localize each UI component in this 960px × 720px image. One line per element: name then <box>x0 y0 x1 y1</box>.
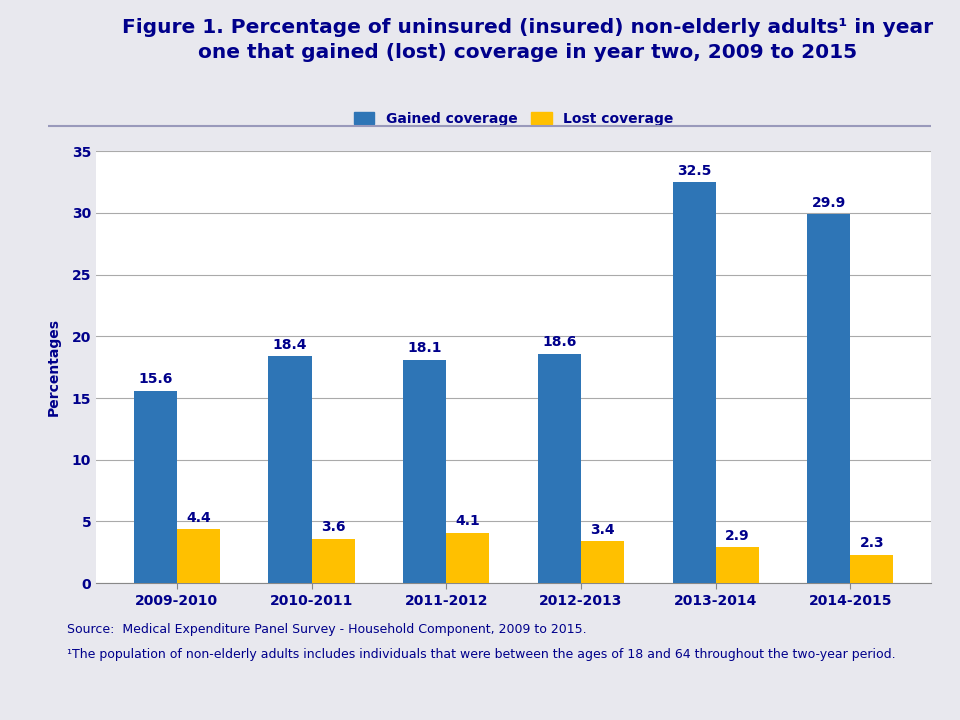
Text: 29.9: 29.9 <box>812 196 846 210</box>
Text: 2.3: 2.3 <box>859 536 884 551</box>
Text: 4.1: 4.1 <box>455 514 480 528</box>
Text: 32.5: 32.5 <box>677 163 711 178</box>
Text: 2.9: 2.9 <box>725 529 750 543</box>
Y-axis label: Percentages: Percentages <box>46 318 60 416</box>
Bar <box>538 354 581 583</box>
Bar <box>446 533 490 583</box>
Bar <box>133 391 177 583</box>
Text: 18.1: 18.1 <box>407 341 442 356</box>
Bar <box>851 555 894 583</box>
Bar <box>715 547 758 583</box>
Text: 3.4: 3.4 <box>590 523 614 537</box>
Bar <box>312 539 354 583</box>
Text: Figure 1. Percentage of uninsured (insured) non-elderly adults¹ in year
one that: Figure 1. Percentage of uninsured (insur… <box>123 18 933 62</box>
Text: ¹The population of non-elderly adults includes individuals that were between the: ¹The population of non-elderly adults in… <box>67 648 896 661</box>
Bar <box>581 541 624 583</box>
Legend: Gained coverage, Lost coverage: Gained coverage, Lost coverage <box>348 107 679 132</box>
Text: 18.6: 18.6 <box>542 336 577 349</box>
Bar <box>403 360 446 583</box>
Bar <box>673 182 715 583</box>
Text: 3.6: 3.6 <box>321 521 346 534</box>
Bar <box>807 214 851 583</box>
Bar <box>269 356 312 583</box>
Text: 15.6: 15.6 <box>138 372 173 387</box>
Text: Source:  Medical Expenditure Panel Survey - Household Component, 2009 to 2015.: Source: Medical Expenditure Panel Survey… <box>67 623 587 636</box>
Text: 18.4: 18.4 <box>273 338 307 352</box>
Bar <box>177 529 220 583</box>
Text: 4.4: 4.4 <box>186 510 211 525</box>
